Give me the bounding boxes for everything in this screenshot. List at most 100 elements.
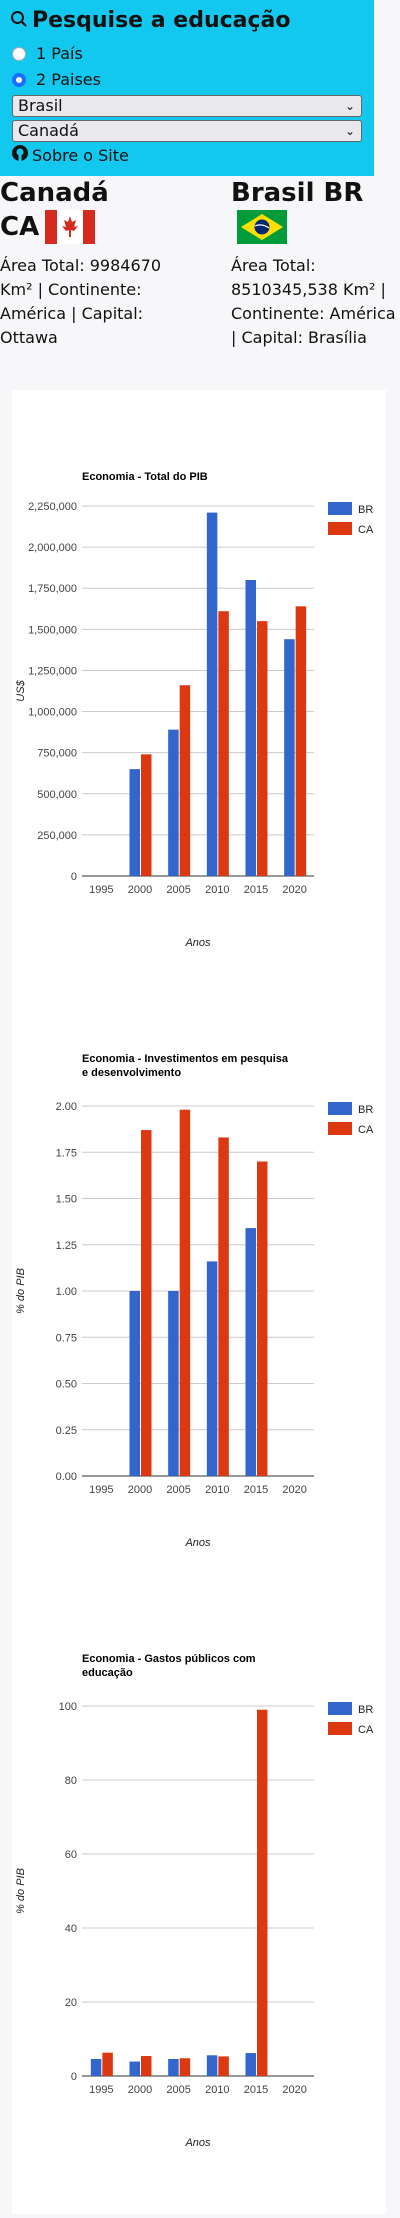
y-tick-label: 0 bbox=[71, 871, 77, 883]
y-tick-label: 1,750,000 bbox=[28, 583, 77, 595]
country-name: Brasil BR bbox=[231, 178, 364, 208]
bar-ca-2015 bbox=[257, 1161, 268, 1476]
y-tick-label: 1.50 bbox=[56, 1194, 77, 1206]
country-select-one[interactable]: Brasil ⌄ bbox=[12, 95, 362, 117]
x-tick-label: 2005 bbox=[166, 1484, 190, 1496]
bar-br-2010 bbox=[206, 2055, 218, 2076]
y-tick-label: 0.75 bbox=[56, 1332, 77, 1344]
y-tick-label: 60 bbox=[65, 1849, 77, 1861]
search-icon bbox=[10, 10, 28, 32]
x-tick-label: 2005 bbox=[166, 884, 190, 896]
bar-ca-2005 bbox=[179, 1109, 191, 1476]
x-tick-label: 1995 bbox=[89, 2084, 113, 2096]
bar-br-2020 bbox=[284, 639, 295, 876]
bar-ca-2000 bbox=[141, 1130, 152, 1476]
bar-ca-2020 bbox=[295, 606, 307, 876]
bar-br-2015 bbox=[245, 1228, 256, 1476]
bar-br-2000 bbox=[129, 1291, 140, 1476]
legend-label-br: BR bbox=[358, 1104, 373, 1116]
country-name: Canadá bbox=[0, 178, 109, 208]
y-tick-label: 750,000 bbox=[37, 748, 77, 760]
y-tick-label: 100 bbox=[59, 1701, 77, 1713]
x-tick-label: 2020 bbox=[282, 884, 306, 896]
chart-3: Economia - Gastos públicos com educação 0 2… bbox=[15, 1653, 374, 2149]
x-axis-label: Anos bbox=[184, 937, 211, 949]
radio-one-country[interactable]: 1 País bbox=[12, 44, 83, 63]
y-tick-label: 1,250,000 bbox=[28, 665, 77, 677]
y-axis-label: US$ bbox=[15, 679, 27, 701]
github-icon bbox=[12, 145, 28, 165]
legend-label-ca: CA bbox=[358, 1724, 374, 1736]
y-tick-label: 1.00 bbox=[56, 1286, 77, 1298]
chart-title: Economia - Gastos públicos com educação bbox=[82, 1653, 256, 1679]
bar-ca-2015 bbox=[257, 1709, 268, 2076]
radio-two-countries[interactable]: 2 Paises bbox=[12, 70, 101, 89]
bar-br-2010 bbox=[206, 512, 218, 876]
y-tick-label: 40 bbox=[65, 1923, 77, 1935]
country-panel-canada: Canadá CA Área Total: 9984670 Km² | Cont… bbox=[0, 176, 170, 350]
chart-1: Economia - Total do PIB 0 250,000 500,000 75… bbox=[15, 471, 374, 949]
page-title-row: Pesquise a educação bbox=[10, 8, 291, 33]
bar-br-2015 bbox=[245, 580, 256, 876]
x-tick-label: 2000 bbox=[128, 2084, 152, 2096]
chevron-down-icon: ⌄ bbox=[344, 99, 355, 113]
charts-panel: Economia - Total do PIB 0 250,000 500,000 75… bbox=[12, 390, 386, 2214]
x-tick-label: 2000 bbox=[128, 884, 152, 896]
y-axis-label: % do PIB bbox=[15, 1268, 27, 1314]
y-tick-label: 250,000 bbox=[37, 830, 77, 842]
y-tick-label: 1.75 bbox=[56, 1147, 77, 1159]
chevron-down-icon: ⌄ bbox=[344, 124, 355, 138]
bar-br-2015 bbox=[245, 2053, 256, 2076]
country-select-two[interactable]: Canadá ⌄ bbox=[12, 120, 362, 142]
radio-one-button[interactable] bbox=[12, 46, 26, 61]
bar-ca-2010 bbox=[218, 611, 229, 876]
bar-ca-2010 bbox=[218, 2056, 229, 2076]
y-tick-label: 1,500,000 bbox=[28, 624, 77, 636]
x-tick-label: 2015 bbox=[244, 2084, 268, 2096]
x-tick-label: 2010 bbox=[205, 2084, 229, 2096]
bar-br-2000 bbox=[129, 2061, 140, 2076]
radio-two-label: 2 Paises bbox=[36, 70, 101, 89]
about-link[interactable]: Sobre o Site bbox=[12, 145, 129, 165]
legend-swatch-ca bbox=[328, 522, 352, 535]
bar-ca-1995 bbox=[102, 2052, 113, 2076]
x-tick-label: 2000 bbox=[128, 1484, 152, 1496]
x-tick-label: 1995 bbox=[89, 884, 113, 896]
y-tick-label: 0 bbox=[71, 2071, 77, 2083]
y-tick-label: 500,000 bbox=[37, 789, 77, 801]
about-label: Sobre o Site bbox=[32, 145, 129, 165]
legend-swatch-ca bbox=[328, 1122, 352, 1135]
radio-two-button[interactable] bbox=[12, 72, 26, 87]
legend-swatch-ca bbox=[328, 1722, 352, 1735]
x-tick-label: 2020 bbox=[282, 2084, 306, 2096]
chart-title: Economia - Total do PIB bbox=[82, 471, 208, 483]
bar-br-2005 bbox=[168, 2058, 179, 2076]
x-tick-label: 1995 bbox=[89, 1484, 113, 1496]
header: Pesquise a educação 1 País 2 Paises Bras… bbox=[0, 0, 374, 176]
x-tick-label: 2010 bbox=[205, 884, 229, 896]
bar-br-2010 bbox=[206, 1261, 218, 1476]
bar-ca-2000 bbox=[141, 2056, 152, 2076]
legend-label-ca: CA bbox=[358, 1124, 374, 1136]
country-select-two-value: Canadá bbox=[18, 121, 79, 140]
country-code: CA bbox=[0, 212, 40, 242]
bar-br-2000 bbox=[129, 769, 140, 876]
bar-ca-2010 bbox=[218, 1137, 229, 1476]
bar-br-2005 bbox=[168, 729, 179, 876]
y-tick-label: 2,250,000 bbox=[28, 501, 77, 513]
x-axis-label: Anos bbox=[184, 1537, 211, 1549]
x-tick-label: 2020 bbox=[282, 1484, 306, 1496]
country-info: Área Total: 8510345,538 Km² | Continente… bbox=[231, 256, 396, 347]
y-tick-label: 1,000,000 bbox=[28, 707, 77, 719]
legend-label-ca: CA bbox=[358, 524, 374, 536]
country-select-one-value: Brasil bbox=[18, 96, 63, 115]
x-tick-label: 2015 bbox=[244, 1484, 268, 1496]
legend-swatch-br bbox=[328, 1702, 352, 1715]
x-axis-label: Anos bbox=[184, 2137, 211, 2149]
x-tick-label: 2010 bbox=[205, 1484, 229, 1496]
y-tick-label: 2,000,000 bbox=[28, 542, 77, 554]
legend-label-br: BR bbox=[358, 504, 373, 516]
y-axis-label: % do PIB bbox=[15, 1868, 27, 1914]
x-tick-label: 2015 bbox=[244, 884, 268, 896]
y-tick-label: 2.00 bbox=[56, 1101, 77, 1113]
